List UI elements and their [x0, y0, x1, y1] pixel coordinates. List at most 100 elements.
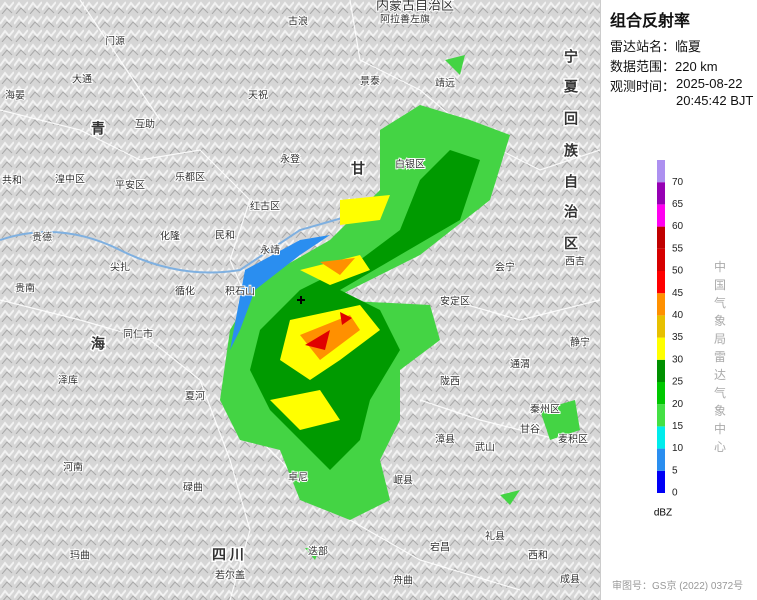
place-label: 碌曲	[183, 482, 203, 494]
place-label: 贵南	[15, 282, 35, 295]
place-label: 共和	[2, 175, 22, 187]
place-label: 永登	[280, 153, 300, 166]
region-label: 青	[91, 121, 105, 137]
info-panel	[600, 0, 757, 600]
radar-site	[297, 299, 305, 301]
time-label: 观测时间：	[610, 79, 676, 94]
legend-label: 70	[672, 177, 684, 188]
legend-swatch	[657, 426, 665, 449]
legend-swatch	[657, 359, 665, 382]
place-label: 民和	[215, 230, 235, 242]
place-label: 麦积区	[558, 434, 588, 446]
place-label: 西和	[528, 550, 548, 562]
place-label: 河南	[63, 461, 83, 474]
legend-label: 50	[672, 266, 684, 277]
place-label: 礼县	[485, 530, 505, 543]
place-label: 漳县	[435, 433, 455, 446]
legend-swatch	[657, 315, 665, 338]
legend-label: 40	[672, 310, 684, 321]
legend-swatch	[657, 293, 665, 316]
place-label: 积石山	[225, 286, 255, 298]
place-label: 湟中区	[55, 173, 85, 186]
place-label: 古浪	[288, 15, 308, 28]
legend-label: 25	[672, 377, 684, 388]
legend-swatch	[657, 182, 665, 205]
place-label: 阿拉善左旗	[380, 13, 430, 26]
place-label: 贵德	[32, 231, 52, 244]
place-label: 西吉	[565, 256, 585, 268]
region-label: 宁	[564, 49, 578, 65]
place-label: 靖远	[435, 77, 455, 90]
region-label: 夏	[564, 79, 579, 95]
legend-swatch	[657, 248, 665, 271]
place-label: 乐都区	[175, 172, 205, 184]
place-label: 通渭	[510, 359, 530, 371]
place-label: 静宁	[570, 336, 590, 349]
place-label: 迭部	[308, 545, 328, 558]
place-label: 安定区	[440, 295, 470, 308]
footer: 审图号：GS京 (2022) 0372号	[612, 581, 744, 592]
place-label: 大通	[72, 73, 92, 86]
legend-swatch	[657, 204, 665, 227]
place-label: 化隆	[160, 230, 180, 243]
legend: dBZ 0 5 10 15 20 25 30 35 40 45 50 55 60 65 70	[654, 160, 684, 519]
place-label: 武山	[475, 441, 495, 454]
place-label: 夏河	[185, 391, 205, 403]
region-label: 甘	[351, 161, 365, 177]
legend-swatch	[657, 160, 665, 183]
legend-swatch	[657, 337, 665, 360]
legend-swatch	[657, 271, 665, 294]
place-label: 同仁市	[123, 328, 153, 341]
radar-echo	[220, 55, 580, 560]
region-label: 海	[91, 336, 105, 352]
legend-label: 35	[672, 332, 684, 343]
region-label: 族	[564, 143, 579, 159]
place-label: 泽库	[58, 374, 78, 387]
legend-swatch	[657, 226, 665, 249]
place-label: 秦州区	[530, 403, 560, 416]
place-label: 尖扎	[110, 261, 130, 274]
legend-label: 55	[672, 243, 684, 254]
place-label: 白银区	[395, 158, 425, 171]
region-label: 回	[564, 111, 578, 127]
title: 组合反射率	[610, 13, 691, 30]
place-label: 门源	[105, 35, 125, 48]
legend-label: 20	[672, 399, 684, 410]
legend-label: 30	[672, 354, 684, 365]
legend-label: 45	[672, 288, 684, 299]
legend-label: 0	[672, 488, 678, 499]
legend-swatch	[657, 448, 665, 471]
region-label: 区	[564, 236, 578, 252]
place-label: 甘谷	[520, 423, 540, 436]
region-label: 治	[564, 204, 578, 220]
place-label: 玛曲	[70, 550, 90, 562]
time: 20:45:42 BJT	[676, 93, 754, 108]
legend-swatch	[657, 404, 665, 427]
legend-unit: dBZ	[654, 508, 672, 519]
station: 雷达站名：临夏	[610, 39, 702, 54]
date: 2025-08-22	[676, 76, 743, 91]
place-label: 互助	[135, 118, 155, 131]
agency: 中国气象局雷达气象中心	[714, 260, 727, 454]
place-label: 海晏	[5, 89, 25, 102]
place-label: 若尔盖	[215, 569, 245, 582]
place-label: 成县	[560, 574, 580, 586]
place-label: 红古区	[250, 200, 280, 213]
river	[0, 209, 371, 274]
legend-swatch	[657, 470, 665, 493]
place-label: 岷县	[393, 475, 413, 487]
region-label: 自	[564, 174, 578, 190]
legend-swatch	[657, 382, 665, 405]
place-label: 天祝	[248, 89, 268, 102]
place-label: 景泰	[360, 75, 380, 88]
legend-label: 10	[672, 443, 684, 454]
range: 数据范围：220 km	[610, 59, 718, 74]
place-label: 永靖	[260, 244, 280, 257]
region-label: 四 川	[212, 547, 244, 563]
place-label: 宕昌	[430, 541, 450, 554]
place-label: 卓尼	[288, 472, 308, 484]
place-label: 内蒙古自治区	[376, 0, 454, 12]
place-label: 平安区	[115, 179, 145, 192]
